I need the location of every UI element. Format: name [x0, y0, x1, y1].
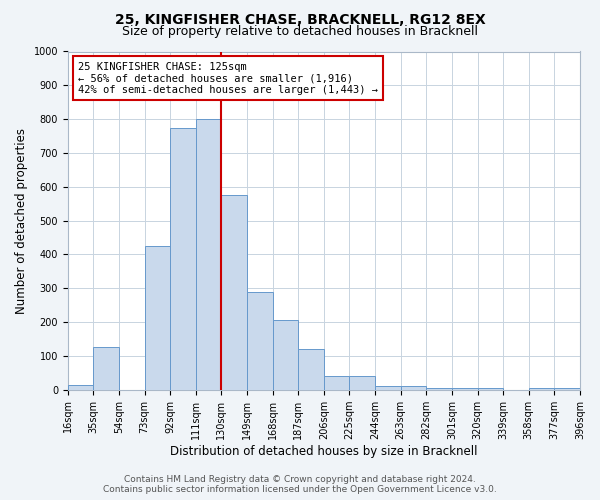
- Bar: [375, 386, 401, 390]
- Bar: [427, 388, 452, 390]
- Bar: [324, 376, 349, 390]
- Bar: [298, 349, 324, 390]
- Bar: [247, 292, 272, 390]
- Bar: [452, 388, 478, 390]
- Bar: [196, 119, 221, 390]
- Bar: [478, 388, 503, 390]
- Bar: [401, 386, 427, 390]
- Bar: [145, 246, 170, 390]
- Bar: [221, 195, 247, 390]
- Bar: [349, 376, 375, 390]
- Bar: [272, 320, 298, 390]
- Text: 25, KINGFISHER CHASE, BRACKNELL, RG12 8EX: 25, KINGFISHER CHASE, BRACKNELL, RG12 8E…: [115, 12, 485, 26]
- X-axis label: Distribution of detached houses by size in Bracknell: Distribution of detached houses by size …: [170, 444, 478, 458]
- Bar: [170, 128, 196, 390]
- Bar: [68, 384, 94, 390]
- Text: 25 KINGFISHER CHASE: 125sqm
← 56% of detached houses are smaller (1,916)
42% of : 25 KINGFISHER CHASE: 125sqm ← 56% of det…: [78, 62, 378, 95]
- Y-axis label: Number of detached properties: Number of detached properties: [15, 128, 28, 314]
- Bar: [94, 348, 119, 390]
- Text: Contains HM Land Registry data © Crown copyright and database right 2024.
Contai: Contains HM Land Registry data © Crown c…: [103, 474, 497, 494]
- Bar: [554, 388, 580, 390]
- Text: Size of property relative to detached houses in Bracknell: Size of property relative to detached ho…: [122, 25, 478, 38]
- Bar: [529, 388, 554, 390]
